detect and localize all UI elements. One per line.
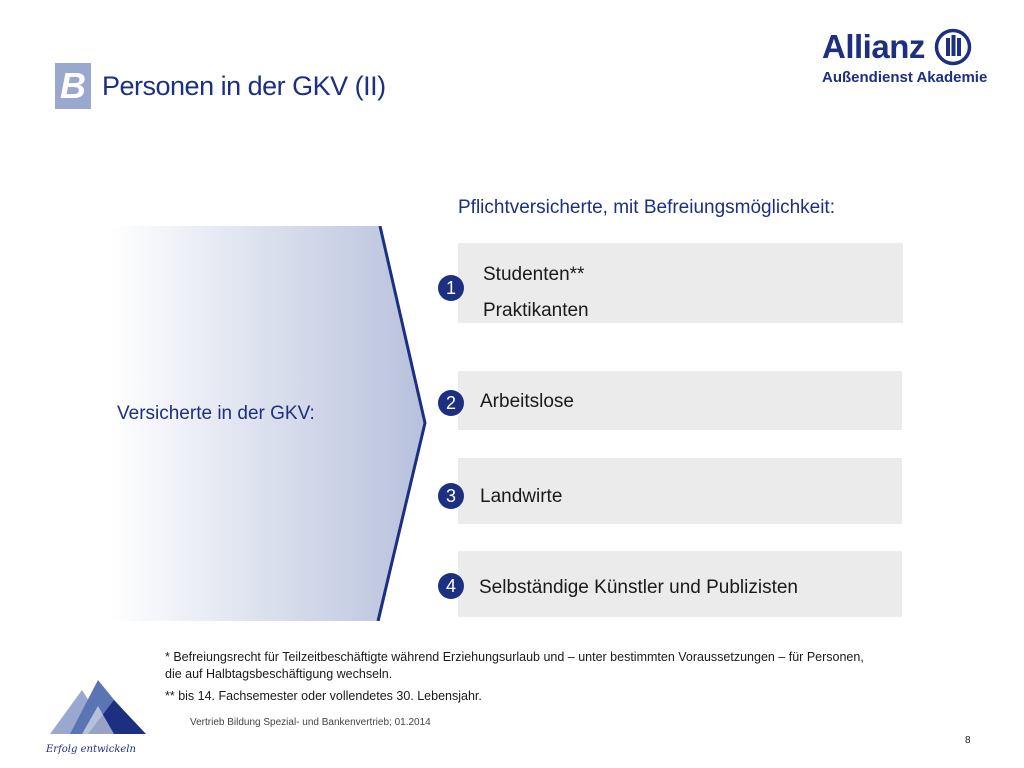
footnote-1-line-1: * Befreiungsrecht für Teilzeitbeschäftig… xyxy=(165,650,864,664)
allianz-logo-text: Allianz xyxy=(822,28,925,65)
item-box-4 xyxy=(458,551,902,617)
item-text-kuenstler: Selbständige Künstler und Publizisten xyxy=(479,577,798,598)
item-text-arbeitslose: Arbeitslose xyxy=(480,391,574,412)
page-title: Personen in der GKV (II) xyxy=(102,71,386,101)
item-box-2 xyxy=(458,371,902,430)
footer-source: Vertrieb Bildung Spezial- und Bankenvert… xyxy=(190,717,431,728)
item-number-2: 2 xyxy=(438,390,464,416)
brand-mountain-logo: Erfolg entwickeln xyxy=(45,680,146,755)
item-text-landwirte: Landwirte xyxy=(480,486,563,507)
item-number-1: 1 xyxy=(438,275,464,301)
page-number: 8 xyxy=(965,735,971,746)
item-box-3 xyxy=(458,458,902,524)
item-number-4: 4 xyxy=(438,573,464,599)
item-text-praktikanten: Praktikanten xyxy=(483,300,589,321)
item-text-studenten: Studenten** xyxy=(483,264,585,285)
section-heading: Pflichtversicherte, mit Befreiungsmöglic… xyxy=(458,197,835,218)
brand-script-text: Erfolg entwickeln xyxy=(45,744,136,755)
gkv-panel xyxy=(110,226,427,621)
section-badge: B xyxy=(55,63,91,109)
footnote-2: ** bis 14. Fachsemester oder vollendetes… xyxy=(165,689,482,703)
allianz-logo-subtitle: Außendienst Akademie xyxy=(822,69,988,86)
footnote-1-line-2: die auf Halbtagsbeschäftigung wechseln. xyxy=(165,667,393,681)
item-number-3: 3 xyxy=(438,483,464,509)
item-box-1 xyxy=(458,243,903,323)
allianz-eagle-icon xyxy=(934,28,972,66)
panel-label: Versicherte in der GKV: xyxy=(117,403,315,424)
